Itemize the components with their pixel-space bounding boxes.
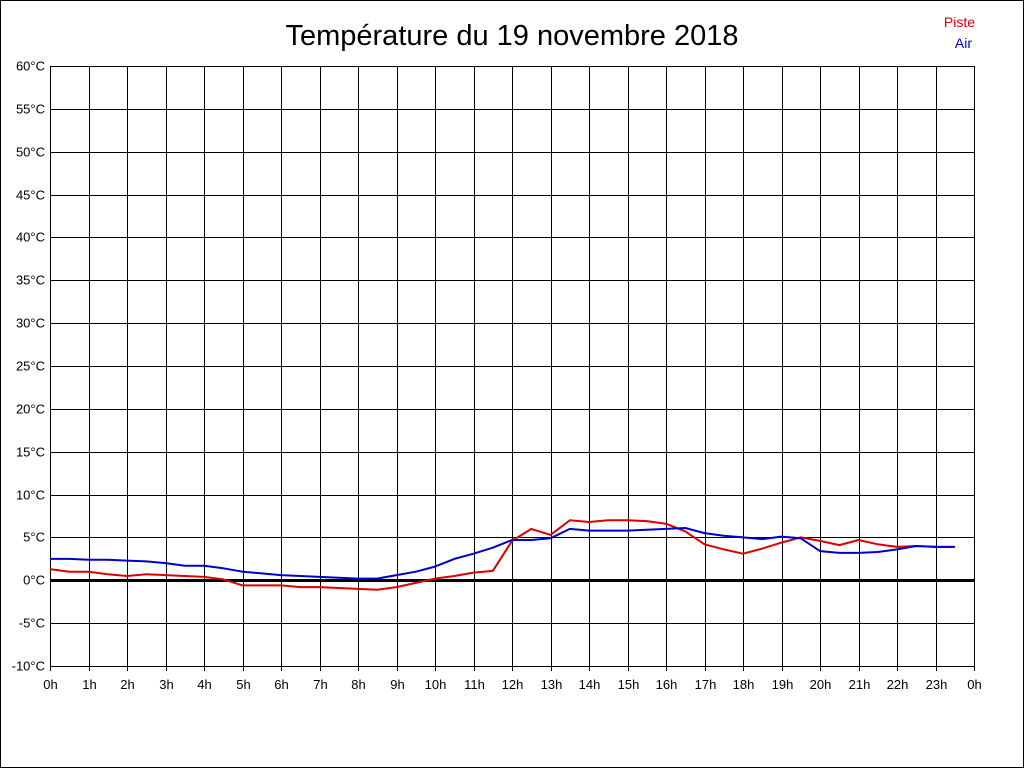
x-tick-label: 8h <box>351 677 365 692</box>
x-tick-label: 0h <box>967 677 981 692</box>
series-line-air <box>50 527 955 580</box>
x-tick-label: 16h <box>656 677 678 692</box>
y-tick-label: 0°C <box>23 573 45 588</box>
x-tick-label: 11h <box>464 677 485 692</box>
x-tick-label: 18h <box>733 677 755 692</box>
x-tick-label: 23h <box>926 677 948 692</box>
y-tick-label: 5°C <box>23 530 45 545</box>
y-axis-labels: -10°C -5°C 0°C 5°C 10°C 15°C 20°C 25°C 30°C 35°C 4… <box>12 59 45 674</box>
y-tick-label: 60°C <box>16 59 45 74</box>
x-tick-label: 21h <box>849 677 871 692</box>
x-tick-label: 4h <box>197 677 211 692</box>
x-tick-label: 7h <box>313 677 327 692</box>
y-tick-label: 25°C <box>16 359 45 374</box>
x-tick-label: 6h <box>274 677 288 692</box>
y-tick-label: 20°C <box>16 402 45 417</box>
y-tick-label: -10°C <box>12 659 45 674</box>
x-axis-labels: 0h 1h 2h 3h 4h 5h 6h 7h 8h 9h 10h 11h 12h 13h 14h 15h 16… <box>43 677 981 692</box>
legend-entry-air: Air <box>955 35 972 51</box>
x-tick-label: 1h <box>82 677 96 692</box>
y-tick-label: 55°C <box>16 102 45 117</box>
y-tick-label: 30°C <box>16 316 45 331</box>
x-tick-label: 3h <box>159 677 173 692</box>
x-tick-label: 13h <box>541 677 563 692</box>
y-tick-label: 10°C <box>16 488 45 503</box>
legend-entry-piste: Piste <box>944 14 975 30</box>
y-tick-label: 35°C <box>16 273 45 288</box>
x-tick-label: 5h <box>236 677 250 692</box>
y-tick-label: 15°C <box>16 445 45 460</box>
y-tick-label: 50°C <box>16 145 45 160</box>
x-tick-label: 17h <box>695 677 717 692</box>
x-tick-label: 0h <box>43 677 57 692</box>
y-tick-label: 45°C <box>16 188 45 203</box>
x-tick-label: 12h <box>502 677 524 692</box>
y-tick-label: 40°C <box>16 230 45 245</box>
x-tick-label: 2h <box>120 677 134 692</box>
y-tick-label: -5°C <box>19 616 45 631</box>
x-tick-label: 20h <box>810 677 832 692</box>
x-tick-label: 14h <box>579 677 601 692</box>
legend: Piste Air <box>944 14 975 51</box>
series-lines <box>49 519 955 591</box>
series-line-piste <box>49 519 955 591</box>
x-tick-label: 10h <box>425 677 447 692</box>
x-tick-label: 15h <box>618 677 640 692</box>
grid <box>50 66 975 671</box>
x-tick-label: 19h <box>772 677 794 692</box>
x-tick-label: 22h <box>887 677 909 692</box>
x-tick-label: 9h <box>390 677 404 692</box>
chart-title: Température du 19 novembre 2018 <box>285 20 738 52</box>
